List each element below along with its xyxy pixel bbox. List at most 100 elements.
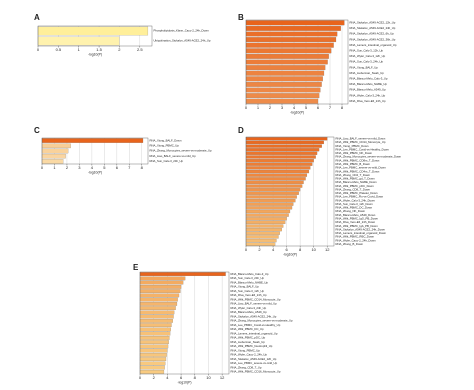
bar [41,153,66,159]
bar [245,169,310,174]
category-label: RNA_Wilk_PBMC_CD4m_T_Down [336,169,380,173]
category-label: RNA_Wilk_PBMC_pDC_Up [231,336,266,340]
category-label: RNA_Wyler_Calu-3_24h_Down [336,198,376,202]
bar [139,348,168,353]
bar [245,81,322,87]
bar [245,242,276,246]
bar [245,188,301,192]
category-label: RNA_Wyler_Caco-2_24h_Down [336,238,377,242]
category-label: RNA_Lee_PBMC_Flu-vs-Covid_Down [336,195,384,199]
category-label: RNA_Lieberman_Swab_Up [350,71,385,75]
x-tick-label: 2 [118,47,121,52]
category-label: RNA_Wilk_PBMC_IgG_PB_Down [336,216,379,220]
bar [245,65,326,71]
x-tick-label: 5 [103,165,106,170]
category-label: RNA_Wilk_PBMC_NK_Down [336,151,373,155]
bar [245,202,294,206]
category-label: RNA_Stukalov_A549-ACE2_12h_Up [350,21,396,25]
bar [41,159,64,164]
bar [245,87,321,93]
bar [245,206,293,210]
panel-label: A [34,13,40,22]
bar [245,195,297,199]
bar [245,173,308,177]
category-label: RNA_Xiong_PBMC_Up [231,348,261,352]
category-label: RNA_Riva_Vero-E6_24h_Up [231,293,268,297]
bar [139,361,166,366]
x-tick-label: 5 [305,105,308,110]
category-label: RNA_Lee_PBMC_severe-vs-mild_Up [231,361,278,365]
bar [245,25,341,31]
x-tick-label: 6 [285,247,288,252]
category-label: RNA_Sun_Calu-3_12h_Down [336,202,374,206]
category-label: RNA_Sun_Calu-3_24h_Up [231,276,265,280]
x-tick-label: 6 [116,165,119,170]
category-label: RNA_Wilk_PBMC_DC_Down [336,206,373,210]
x-tick-label: 6 [180,375,183,380]
bar [139,314,174,319]
panel-label: E [133,263,139,272]
x-tick-label: 7 [128,165,131,170]
bar [139,310,175,315]
x-tick-label: 1 [78,47,81,52]
x-tick-label: 12 [325,247,330,252]
bar [245,31,338,37]
bar [245,220,286,225]
category-label: RNA_Liao_BALF_severe-vs-mild_Up [231,302,278,306]
bar [139,340,169,345]
category-label: RNA_Wilk_PBMC_B_Down [336,162,371,166]
category-label: RNA_Wyler_Calu-3_12h_Up [350,54,386,58]
plot-frame [41,137,149,165]
bar [245,76,323,82]
plot-frame [139,271,230,375]
x-axis-label: -log10(P) [88,52,102,56]
bar [41,148,69,154]
category-label: RNA_Zhang_CD8_T_Up [231,365,262,369]
category-label: RNA_Zhang_CD8_T_Down [336,187,371,191]
plot-frame [245,19,349,105]
bar [245,162,313,166]
bar [139,331,171,336]
x-tick-label: 2 [66,165,69,170]
bar [245,213,289,217]
bar [245,235,279,239]
bar [245,151,318,155]
category-label: RNA_Stukalov_A549-ACE2_12h_Up [231,357,277,361]
category-label: RNA_Sun_Calu-3_24h_Up [350,60,384,64]
category-label: RNA_Wyler_Calu-3_24h_Up [231,306,267,310]
category-label: RNA_Sun_Calu-3_12h_Up [231,289,265,293]
category-label: RNA_Wilk_PBMC_Neutrophil_Up [231,344,273,348]
category-label: RNA_Wilk_PBMC_CD8m_T_Down [336,158,380,162]
category-label: RNA_Zhang_NK_Down [336,209,366,213]
x-axis-label: -log10(P) [283,252,297,256]
bar [245,158,314,163]
bar [245,238,277,243]
category-label: RNA_Lamers_intestinal_organoid_Down [336,231,387,235]
category-label: Ubiquitination_Stukalov_A549-ACE2_24h_Up [154,39,211,43]
bar [245,166,311,170]
bar [139,327,171,332]
bar [245,209,291,214]
x-tick-label: 2.5 [137,47,143,52]
x-tick-label: 10 [206,375,211,380]
x-tick-label: 0 [245,105,248,110]
bar [245,53,329,59]
bar [37,26,149,36]
bar [139,357,167,362]
x-tick-label: 4 [91,165,94,170]
bar [245,180,304,185]
category-label: RNA_Zhang_B_Down [336,242,364,246]
x-tick-label: 10 [311,247,316,252]
category-label: RNA_Liao_BALF_severe-vs-mild_Down [336,137,386,141]
bar [245,144,322,148]
category-label: RNA_Blanco-Melo_A549_Down [336,213,376,217]
category-label: RNA_Wilk_PBMC_DC_Up [231,327,265,331]
bar [139,306,176,311]
category-label: RNA_Xiong_BALF_Up [350,65,379,69]
bar [245,224,284,228]
x-axis-label: -log10(P) [290,110,304,114]
x-tick-label: 8 [341,105,344,110]
x-tick-label: 0 [37,47,40,52]
panel-label: D [238,126,244,135]
